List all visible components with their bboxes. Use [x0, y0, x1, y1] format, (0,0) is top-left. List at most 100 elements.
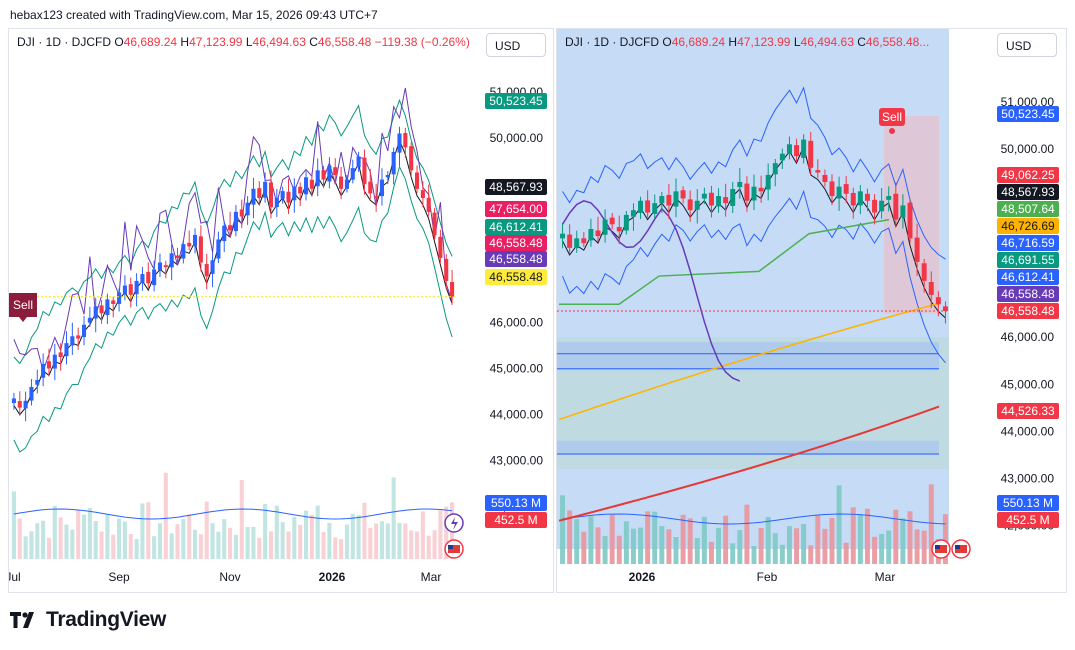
candle-body: [645, 200, 651, 213]
candle-body: [368, 181, 373, 194]
candle-body: [298, 186, 303, 194]
volume-bar: [391, 477, 396, 559]
candle-body: [46, 361, 52, 369]
candle-body: [245, 202, 250, 216]
volume-bar: [730, 543, 736, 564]
price-label-box: [997, 218, 1059, 234]
volume-bar: [680, 514, 686, 564]
x-tick-label: Nov: [219, 570, 240, 584]
volume-bar: [128, 533, 133, 559]
candle-body: [274, 198, 279, 208]
left-chart-canvas[interactable]: 51,000.0050,000.0049,000.0046,000.0045,0…: [9, 29, 553, 592]
volume-bar: [239, 480, 244, 559]
candle-body: [850, 192, 856, 206]
price-label-text: 50,523.45: [1001, 107, 1055, 121]
y-tick-label: 50,000.00: [490, 131, 544, 145]
candle-body: [822, 174, 828, 182]
candle-body: [942, 306, 948, 311]
candle-body: [268, 182, 274, 208]
price-label-text: 48,567.93: [489, 180, 543, 194]
candle-body: [163, 265, 168, 268]
x-tick-label: 2026: [629, 570, 656, 584]
candle-body: [595, 230, 601, 237]
us-flag-stripes: [935, 545, 947, 553]
volume-bar: [914, 529, 920, 564]
candle-body: [379, 179, 385, 197]
candle-body: [309, 179, 314, 189]
candle-body: [716, 196, 722, 207]
volume-bar: [609, 514, 615, 564]
volume-bar: [374, 523, 379, 559]
sell-signal-badge: [9, 293, 37, 322]
price-label-text: 46,726.69: [1001, 219, 1055, 233]
purple-indicator-line: [561, 199, 741, 382]
volume-bar: [645, 511, 651, 564]
ma-red-line: [558, 405, 940, 522]
price-label-box: [485, 201, 547, 217]
candle-body: [638, 200, 644, 213]
candle-body: [737, 181, 743, 188]
right-chart-canvas[interactable]: 51,000.00 50,000.00 46,000.00 45,000.00 44,0…: [557, 29, 1066, 592]
volume-bar: [801, 524, 807, 564]
volume-bar: [942, 514, 948, 564]
price-label-box: [997, 184, 1059, 200]
candle-body: [146, 271, 151, 284]
volume-bar: [35, 523, 40, 559]
candle-body: [350, 168, 355, 180]
right-chart-panel[interactable]: 51,000.00 50,000.00 46,000.00 45,000.00 44,0…: [556, 28, 1067, 593]
volume-bar: [864, 508, 870, 564]
sell-signal-label: Sell: [13, 298, 33, 312]
volume-bar: [574, 519, 580, 564]
tradingview-brand: TradingView: [46, 608, 167, 631]
candle-body: [786, 144, 792, 155]
ma200-line: [558, 302, 940, 421]
volume-bar: [786, 526, 792, 564]
right-open: 46,689.24: [671, 35, 726, 49]
volume-bar: [414, 531, 420, 559]
volume-bar: [99, 531, 104, 559]
candle-body: [385, 174, 390, 178]
left-currency-button[interactable]: USD: [486, 33, 546, 57]
sell-signal-dot: [889, 128, 895, 134]
volume-bar: [152, 536, 157, 559]
volume-bar: [181, 518, 186, 559]
volume-bar: [41, 520, 46, 559]
volume-bar: [379, 521, 385, 559]
price-label-box: [997, 201, 1059, 217]
candle-body: [210, 260, 215, 274]
volume-bar: [286, 531, 291, 559]
x-tick-label: 2026: [319, 570, 346, 584]
candle-body: [836, 186, 842, 199]
volume-bar: [420, 511, 425, 559]
volume-bar: [204, 501, 209, 559]
volume-bar: [117, 518, 122, 559]
volume-bar: [122, 521, 127, 559]
volume-bar: [64, 524, 69, 559]
volume-bar: [426, 535, 431, 559]
left-open-prefix: O: [114, 35, 124, 49]
volume-bar: [210, 523, 215, 559]
volume-bar: [560, 495, 566, 564]
candle-body: [432, 212, 437, 235]
volume-bar: [694, 537, 700, 564]
candle-body: [843, 184, 849, 194]
price-label-box: [997, 252, 1059, 268]
candle-body: [409, 146, 414, 171]
candle-body: [666, 194, 672, 206]
candle-body: [914, 237, 920, 262]
right-close-prefix: C: [857, 35, 866, 49]
y-tick-label: 46,000.00: [1001, 330, 1055, 344]
y-tick-label: 43,000.00: [490, 454, 544, 468]
left-high-prefix: H: [180, 35, 190, 49]
price-label-box: [485, 251, 547, 267]
volume-bar: [245, 526, 250, 559]
volume-bar: [356, 515, 361, 559]
right-currency-button[interactable]: USD: [997, 33, 1057, 57]
candle-body: [744, 183, 750, 201]
candle-body: [356, 156, 361, 168]
volume-bar: [350, 513, 355, 559]
left-symbol: DJI · 1D · DJCFD: [17, 35, 111, 49]
volume-bar: [58, 517, 63, 559]
left-chart-panel[interactable]: 51,000.0050,000.0049,000.0046,000.0045,0…: [8, 28, 554, 593]
y-tick-label: 44,000.00: [1001, 424, 1055, 438]
